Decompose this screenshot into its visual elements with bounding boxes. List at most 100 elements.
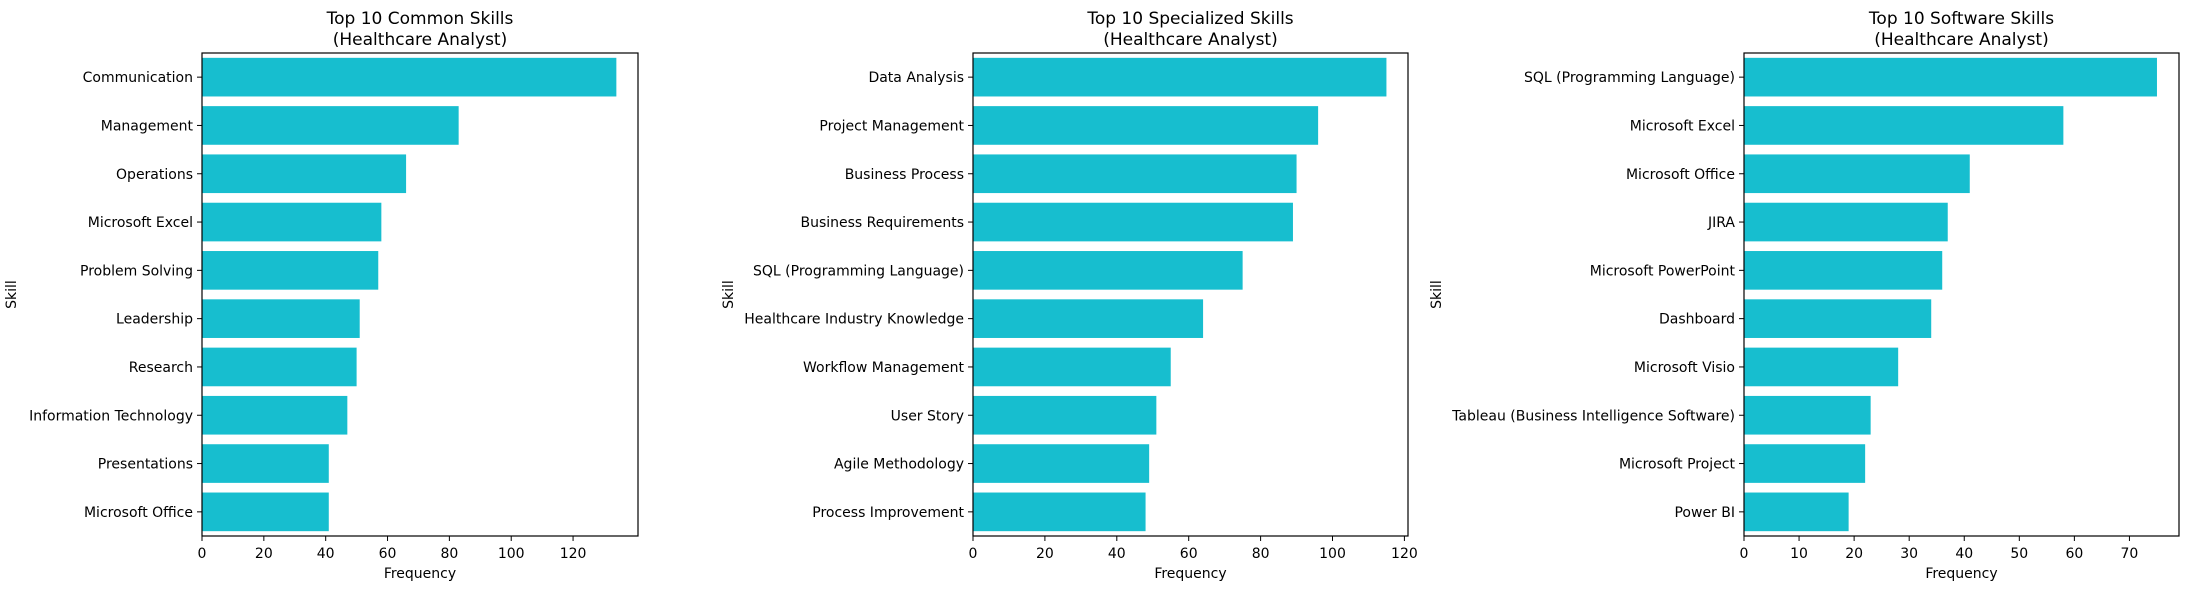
x-axis-label: Frequency bbox=[1925, 566, 1997, 582]
plot-frame bbox=[201, 52, 639, 537]
x-tick-label: 80 bbox=[440, 546, 458, 562]
x-tick-label: 60 bbox=[2065, 546, 2083, 562]
bar bbox=[202, 57, 617, 97]
chart-title: Top 10 Software Skills bbox=[1868, 9, 2054, 29]
chart-title: Top 10 Specialized Skills bbox=[1086, 9, 1293, 29]
y-axis-label: Skill bbox=[1429, 280, 1445, 309]
y-tick-label: Microsoft PowerPoint bbox=[1590, 263, 1736, 279]
x-tick-label: 40 bbox=[1108, 546, 1126, 562]
y-tick-label: Healthcare Industry Knowledge bbox=[744, 312, 964, 328]
x-tick-label: 0 bbox=[1740, 546, 1749, 562]
bar bbox=[1744, 202, 1948, 242]
bar bbox=[973, 395, 1157, 435]
bar bbox=[973, 154, 1297, 194]
bar bbox=[973, 492, 1146, 532]
x-tick-label: 20 bbox=[1036, 546, 1054, 562]
y-axis-label: Skill bbox=[4, 280, 20, 309]
x-axis-label: Frequency bbox=[384, 566, 456, 582]
x-tick-label: 80 bbox=[1252, 546, 1270, 562]
bar bbox=[973, 106, 1319, 145]
y-tick-label: Microsoft Office bbox=[1626, 167, 1735, 183]
y-tick-label: Power BI bbox=[1674, 505, 1735, 521]
bar bbox=[973, 57, 1387, 97]
y-tick-label: Operations bbox=[116, 167, 193, 183]
y-tick-label: Data Analysis bbox=[868, 70, 964, 86]
x-tick-label: 120 bbox=[1391, 546, 1418, 562]
x-tick-label: 10 bbox=[1790, 546, 1808, 562]
bar bbox=[202, 106, 459, 145]
y-tick-label: Microsoft Office bbox=[84, 505, 193, 521]
chart-panel-3: SQL (Programming Language) Microsoft Exce… bbox=[1429, 9, 2180, 582]
y-tick-label: Tableau (Business Intelligence Software) bbox=[1451, 408, 1735, 424]
x-tick-label: 40 bbox=[1955, 546, 1973, 562]
bar bbox=[202, 347, 357, 387]
x-tick-label: 40 bbox=[317, 546, 335, 562]
bar bbox=[1744, 492, 1849, 532]
y-tick-label: Business Process bbox=[845, 167, 964, 183]
y-tick-label: Management bbox=[101, 118, 194, 134]
bar bbox=[1744, 154, 1970, 194]
y-tick-label: Microsoft Visio bbox=[1634, 360, 1735, 376]
y-tick-label: Microsoft Excel bbox=[1630, 118, 1735, 134]
chart-subtitle: (Healthcare Analyst) bbox=[1103, 30, 1277, 50]
plot-frame bbox=[1743, 52, 2180, 537]
y-axis-label: Skill bbox=[721, 280, 737, 309]
y-tick-label: Problem Solving bbox=[80, 263, 193, 279]
x-tick-label: 20 bbox=[1845, 546, 1863, 562]
x-tick-label: 100 bbox=[1319, 546, 1346, 562]
bar bbox=[1744, 444, 1866, 483]
bar bbox=[973, 299, 1204, 338]
x-tick-label: 20 bbox=[255, 546, 273, 562]
bar bbox=[1744, 106, 2064, 145]
x-tick-label: 0 bbox=[198, 546, 207, 562]
x-tick-label: 0 bbox=[969, 546, 978, 562]
y-tick-label: Process Improvement bbox=[812, 505, 964, 521]
x-tick-label: 60 bbox=[379, 546, 397, 562]
y-tick-label: Dashboard bbox=[1659, 312, 1735, 328]
bar bbox=[1744, 395, 1871, 435]
chart-panel-1: Communication Management Operations Microso… bbox=[4, 9, 639, 582]
plot-frame bbox=[972, 52, 1409, 537]
bar bbox=[973, 202, 1293, 242]
chart-panel-2: Data Analysis Project Management Business … bbox=[721, 9, 1418, 582]
x-axis-label: Frequency bbox=[1154, 566, 1226, 582]
bar bbox=[1744, 57, 2157, 97]
y-tick-label: Business Requirements bbox=[800, 215, 964, 231]
x-tick-label: 50 bbox=[2010, 546, 2028, 562]
y-tick-label: Information Technology bbox=[29, 408, 193, 424]
y-tick-label: SQL (Programming Language) bbox=[753, 263, 964, 279]
bar bbox=[202, 154, 407, 194]
bar bbox=[973, 444, 1150, 483]
y-tick-label: Project Management bbox=[819, 118, 964, 134]
y-tick-label: Microsoft Excel bbox=[88, 215, 193, 231]
bar bbox=[202, 251, 379, 290]
y-tick-label: User Story bbox=[891, 408, 964, 424]
y-tick-label: Agile Methodology bbox=[834, 457, 964, 473]
chart-title: Top 10 Common Skills bbox=[326, 9, 514, 29]
x-tick-label: 60 bbox=[1180, 546, 1198, 562]
x-tick-label: 120 bbox=[560, 546, 587, 562]
bar bbox=[202, 299, 360, 338]
chart-subtitle: (Healthcare Analyst) bbox=[333, 30, 507, 50]
bar bbox=[202, 202, 382, 242]
bar bbox=[1744, 299, 1932, 338]
y-tick-label: JIRA bbox=[1707, 215, 1735, 231]
bar bbox=[973, 347, 1171, 387]
chart-subtitle: (Healthcare Analyst) bbox=[1874, 30, 2048, 50]
y-tick-label: Workflow Management bbox=[803, 360, 964, 376]
x-tick-label: 70 bbox=[2121, 546, 2139, 562]
bar bbox=[1744, 251, 1943, 290]
y-tick-label: Presentations bbox=[98, 457, 193, 473]
y-tick-label: SQL (Programming Language) bbox=[1524, 70, 1735, 86]
bar bbox=[202, 444, 329, 483]
y-tick-label: Microsoft Project bbox=[1619, 457, 1736, 473]
y-tick-label: Research bbox=[129, 360, 193, 376]
x-tick-label: 100 bbox=[498, 546, 525, 562]
x-tick-label: 30 bbox=[1900, 546, 1918, 562]
bar bbox=[202, 395, 348, 435]
y-tick-label: Communication bbox=[83, 70, 193, 86]
bar bbox=[973, 251, 1243, 290]
bar bbox=[202, 492, 329, 532]
y-tick-label: Leadership bbox=[116, 312, 193, 328]
